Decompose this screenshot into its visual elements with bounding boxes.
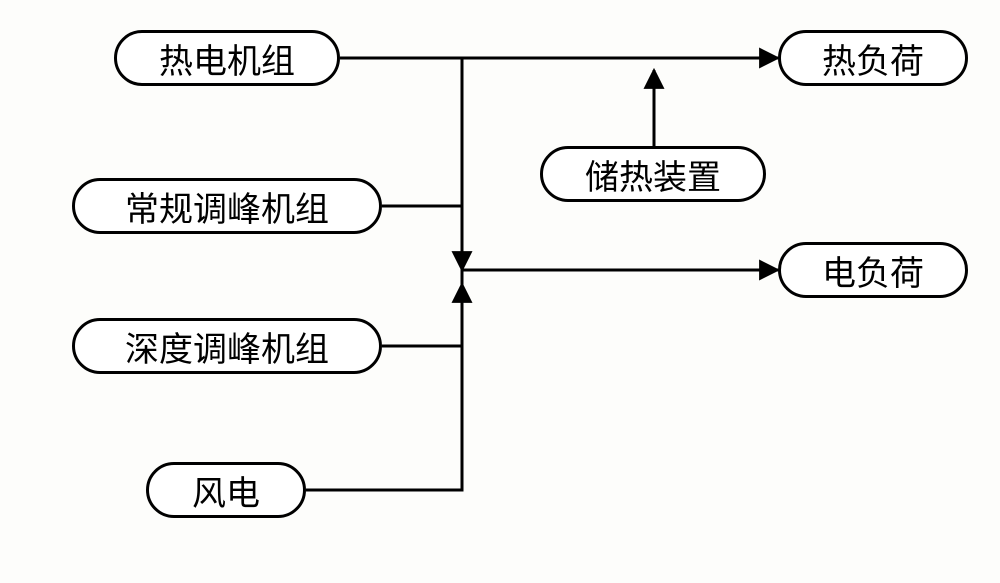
node-label: 热负荷 bbox=[822, 34, 924, 83]
node-wind: 风电 bbox=[146, 462, 306, 518]
node-elec: 电负荷 bbox=[778, 242, 968, 298]
node-peak: 常规调峰机组 bbox=[72, 178, 382, 234]
node-label: 电负荷 bbox=[822, 246, 924, 295]
node-deep: 深度调峰机组 bbox=[72, 318, 382, 374]
node-label: 风电 bbox=[192, 466, 260, 515]
node-label: 热电机组 bbox=[159, 34, 295, 83]
node-label: 储热装置 bbox=[585, 150, 721, 199]
node-label: 常规调峰机组 bbox=[125, 182, 329, 231]
node-chp: 热电机组 bbox=[114, 30, 340, 86]
node-storage: 储热装置 bbox=[540, 146, 766, 202]
node-label: 深度调峰机组 bbox=[125, 322, 329, 371]
diagram-canvas: 热电机组 常规调峰机组 深度调峰机组 风电 储热装置 热负荷 电负荷 bbox=[0, 0, 1000, 583]
node-heat: 热负荷 bbox=[778, 30, 968, 86]
